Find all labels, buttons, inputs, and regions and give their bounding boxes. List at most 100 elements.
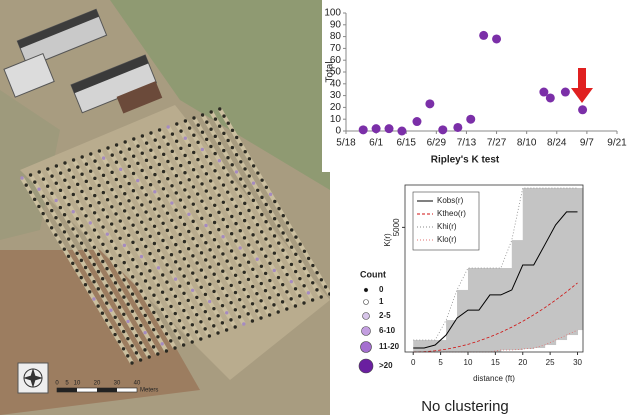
tree (251, 250, 255, 254)
tree (105, 197, 110, 202)
tree (268, 296, 272, 300)
tree (118, 219, 122, 223)
tree (256, 188, 260, 192)
tree (118, 253, 122, 258)
tree (174, 208, 178, 212)
tree (242, 287, 246, 292)
tree (161, 204, 165, 208)
tree (122, 295, 126, 299)
tree (28, 173, 33, 177)
tree (164, 332, 169, 336)
tree (139, 254, 144, 259)
tree (139, 323, 143, 328)
tree (109, 239, 114, 243)
tree (311, 281, 315, 285)
tree (54, 215, 58, 220)
legend-label: 0 (379, 285, 384, 294)
tree (285, 221, 290, 225)
tree (306, 273, 311, 278)
tree (212, 220, 217, 225)
tree (208, 282, 212, 287)
y-axis-label: Total (325, 61, 336, 82)
tree (243, 201, 247, 206)
tree (216, 296, 220, 301)
tree (66, 254, 71, 258)
tree (109, 291, 113, 295)
x-tick-label: 0 (411, 358, 416, 367)
tree (152, 207, 157, 211)
tree (182, 326, 186, 330)
y-axis-label: K(r) (383, 233, 392, 247)
envelope (413, 340, 425, 352)
tree (130, 309, 135, 314)
tree (194, 330, 199, 334)
tree (169, 270, 174, 274)
tree (134, 316, 139, 321)
tree (217, 227, 221, 232)
tree (104, 318, 109, 323)
tree (190, 288, 195, 293)
tree (208, 213, 213, 218)
tree (170, 149, 174, 154)
tree (54, 233, 58, 237)
legend-symbol (363, 299, 369, 305)
tree (110, 187, 114, 192)
tree (276, 258, 281, 263)
tree (272, 303, 276, 307)
tree (276, 293, 281, 297)
y-tick-label: 90 (330, 19, 342, 30)
tree (234, 204, 238, 209)
tree (260, 212, 264, 217)
tree (247, 208, 251, 213)
tree (126, 285, 131, 289)
tree (222, 114, 226, 118)
tree (101, 208, 105, 212)
tree (226, 173, 230, 177)
tree (183, 205, 187, 209)
legend-label: 11-20 (379, 342, 400, 351)
tree (161, 169, 166, 174)
tree (263, 288, 268, 293)
tree (84, 231, 88, 235)
tree (157, 214, 161, 218)
tree (230, 180, 234, 184)
tree (200, 164, 204, 169)
x-tick-label: 20 (518, 358, 527, 367)
tree (165, 280, 169, 284)
tree (319, 295, 323, 299)
tree (97, 149, 102, 153)
tree (156, 335, 160, 339)
tree (187, 229, 191, 234)
tree (110, 205, 114, 209)
tree (156, 300, 160, 305)
envelope (478, 268, 491, 352)
tree (221, 269, 225, 273)
tree (114, 160, 119, 164)
tree (96, 252, 101, 257)
tree (247, 174, 251, 178)
tree (62, 212, 67, 217)
tree (33, 180, 37, 184)
tree (41, 177, 46, 181)
tree (224, 328, 229, 332)
tree (255, 223, 260, 227)
point (479, 30, 489, 40)
tree (204, 258, 208, 262)
tree (149, 131, 153, 135)
y-tick-label: 20 (330, 102, 342, 113)
tree (221, 183, 226, 187)
tree (75, 217, 80, 221)
tree (50, 174, 54, 178)
legend-label: Ktheo(r) (437, 209, 466, 218)
y-tick-label: 70 (330, 43, 342, 54)
tree (127, 181, 131, 186)
tree (134, 351, 139, 355)
tree (62, 230, 67, 234)
tree (170, 184, 174, 188)
tree (157, 145, 162, 149)
tree (264, 202, 268, 207)
tree (122, 312, 126, 317)
tree (66, 237, 71, 241)
tree (259, 247, 264, 251)
tree (140, 185, 144, 190)
